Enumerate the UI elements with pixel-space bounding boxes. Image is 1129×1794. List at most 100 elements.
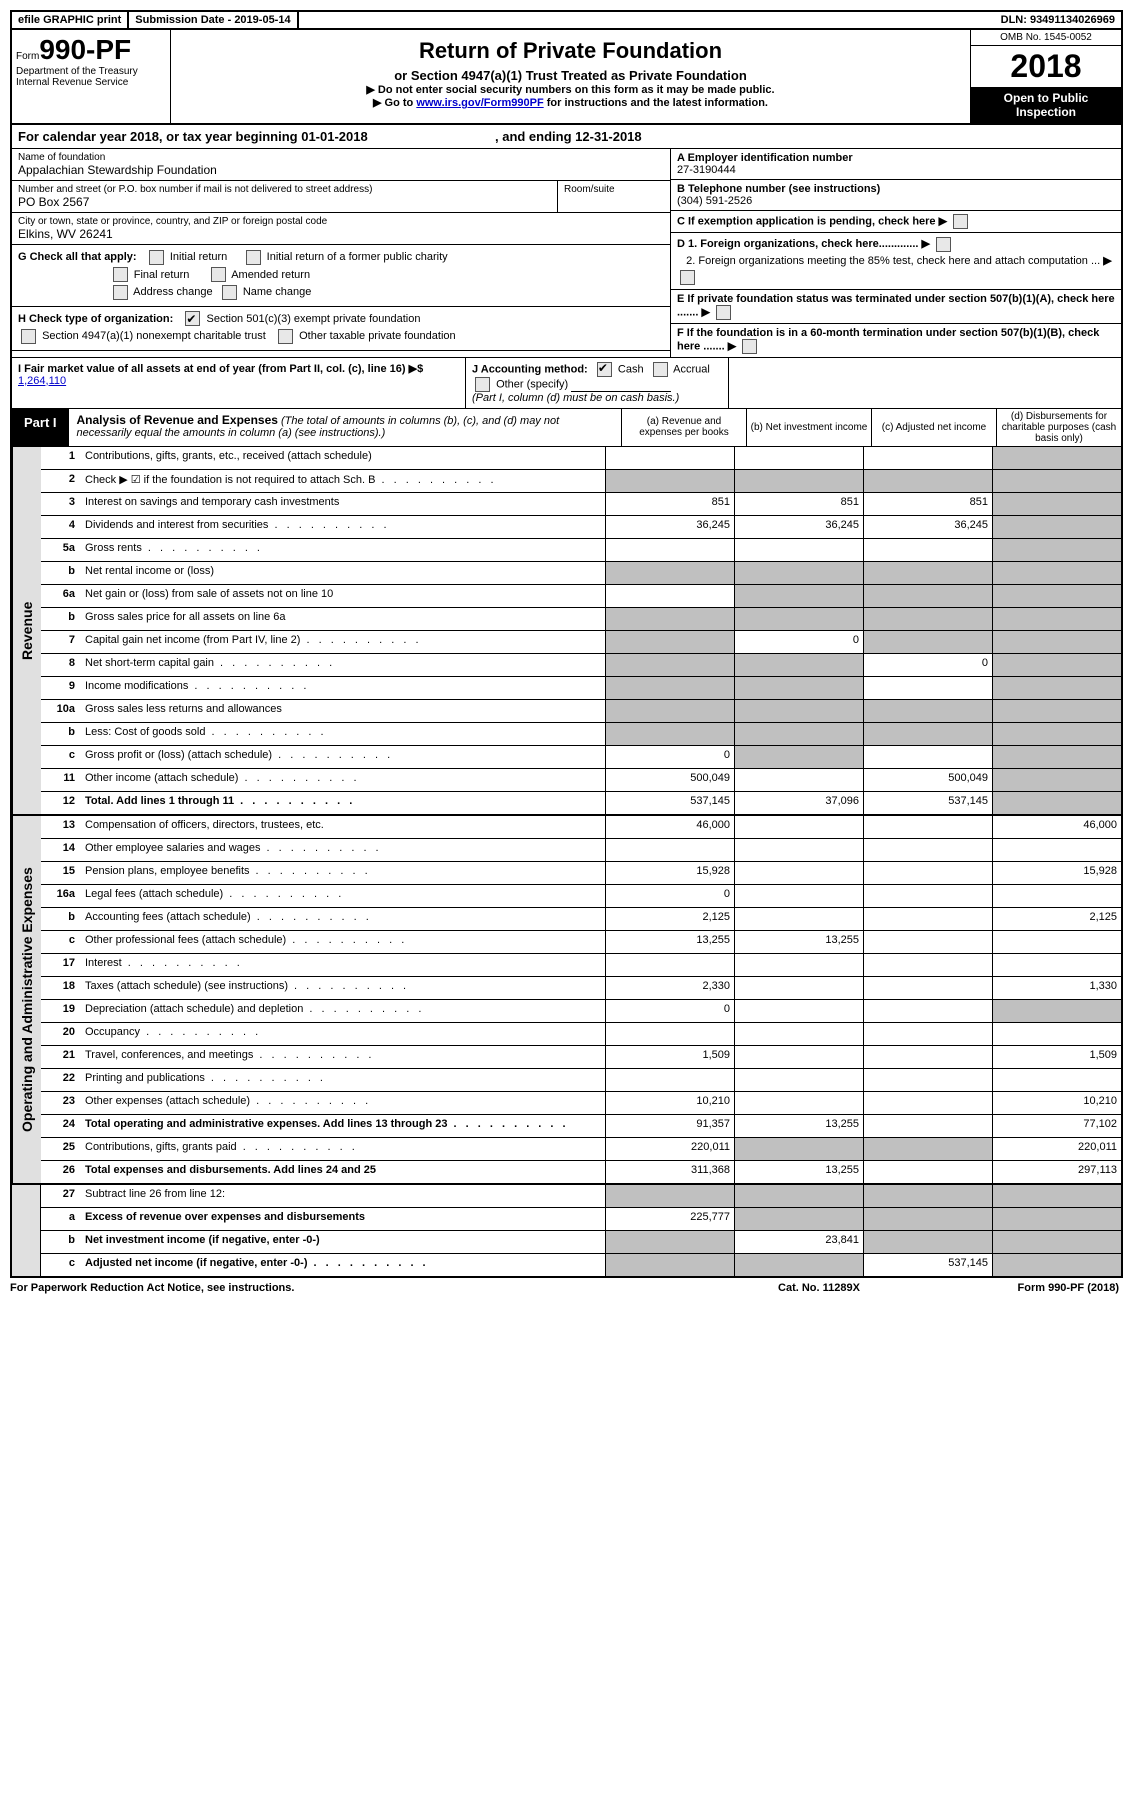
col-c	[863, 1069, 992, 1091]
cb-initial-return[interactable]	[149, 250, 164, 265]
col-c	[863, 1185, 992, 1207]
col-d	[992, 885, 1121, 907]
cb-name-change[interactable]	[222, 285, 237, 300]
col-a	[605, 1023, 734, 1045]
col-d	[992, 516, 1121, 538]
line-27: 27Subtract line 26 from line 12:	[41, 1185, 1121, 1208]
col-d	[992, 1208, 1121, 1230]
line-desc: Subtract line 26 from line 12:	[81, 1185, 605, 1207]
cal-end: , and ending 12-31-2018	[495, 129, 642, 144]
line-no: b	[41, 908, 81, 930]
cb-60month[interactable]	[742, 339, 757, 354]
revenue-rows: 1Contributions, gifts, grants, etc., rec…	[41, 447, 1121, 814]
h-label: H Check type of organization:	[18, 313, 173, 325]
cb-exemption-pending[interactable]	[953, 214, 968, 229]
g-label: G Check all that apply:	[18, 251, 137, 263]
col-d: 1,330	[992, 977, 1121, 999]
line-22: 22Printing and publications	[41, 1069, 1121, 1092]
col-d	[992, 746, 1121, 768]
col-d	[992, 839, 1121, 861]
opex-rows: 13Compensation of officers, directors, t…	[41, 816, 1121, 1183]
goto-link[interactable]: www.irs.gov/Form990PF	[416, 97, 543, 109]
cb-final-return[interactable]	[113, 267, 128, 282]
line-8: 8Net short-term capital gain0	[41, 654, 1121, 677]
line-no: 20	[41, 1023, 81, 1045]
cb-amended[interactable]	[211, 267, 226, 282]
line-desc: Pension plans, employee benefits	[81, 862, 605, 884]
cb-accrual[interactable]	[653, 362, 668, 377]
col-b: 37,096	[734, 792, 863, 814]
efile-print[interactable]: efile GRAPHIC print	[12, 12, 129, 28]
col-b	[734, 447, 863, 469]
entity-info: Name of foundation Appalachian Stewardsh…	[12, 149, 1121, 358]
col-a: 91,357	[605, 1115, 734, 1137]
col-c	[863, 839, 992, 861]
line-desc: Occupancy	[81, 1023, 605, 1045]
col-b	[734, 885, 863, 907]
h-opt3: Other taxable private foundation	[299, 330, 456, 342]
col-c	[863, 816, 992, 838]
header-right: OMB No. 1545-0052 2018 Open to Public In…	[970, 30, 1121, 123]
d2-label: 2. Foreign organizations meeting the 85%…	[686, 255, 1100, 267]
j-accrual: Accrual	[673, 363, 710, 375]
cb-501c3[interactable]	[185, 311, 200, 326]
line-no: c	[41, 746, 81, 768]
cb-85pct[interactable]	[680, 270, 695, 285]
cb-terminated[interactable]	[716, 305, 731, 320]
col-b	[734, 746, 863, 768]
line-no: 8	[41, 654, 81, 676]
line-no: 27	[41, 1185, 81, 1207]
line-no: 5a	[41, 539, 81, 561]
col-c	[863, 885, 992, 907]
col-a	[605, 839, 734, 861]
cb-other-method[interactable]	[475, 377, 490, 392]
line-no: 18	[41, 977, 81, 999]
revenue-section: Revenue 1Contributions, gifts, grants, e…	[12, 447, 1121, 816]
cb-foreign-org[interactable]	[936, 237, 951, 252]
col-b: 36,245	[734, 516, 863, 538]
col-d: 15,928	[992, 862, 1121, 884]
col-c	[863, 539, 992, 561]
name-label: Name of foundation	[18, 152, 664, 163]
line-desc: Gross profit or (loss) (attach schedule)	[81, 746, 605, 768]
d1-label: D 1. Foreign organizations, check here..…	[677, 238, 918, 250]
form-subtitle: or Section 4947(a)(1) Trust Treated as P…	[175, 68, 966, 83]
col-d	[992, 1254, 1121, 1276]
col-c	[863, 677, 992, 699]
col-a	[605, 1069, 734, 1091]
col-a: 311,368	[605, 1161, 734, 1183]
line-6a: 6aNet gain or (loss) from sale of assets…	[41, 585, 1121, 608]
col-a: 36,245	[605, 516, 734, 538]
col-a: 0	[605, 746, 734, 768]
j-other: Other (specify)	[496, 378, 568, 390]
line-desc: Accounting fees (attach schedule)	[81, 908, 605, 930]
line-desc: Check ▶ ☑ if the foundation is not requi…	[81, 470, 605, 492]
section-f-right	[729, 358, 1121, 408]
line-no: 16a	[41, 885, 81, 907]
cb-cash[interactable]	[597, 362, 612, 377]
cb-addr-change[interactable]	[113, 285, 128, 300]
submission-date: Submission Date - 2019-05-14	[129, 12, 298, 28]
cb-other-taxable[interactable]	[278, 329, 293, 344]
col-a: 225,777	[605, 1208, 734, 1230]
col-d	[992, 792, 1121, 814]
omb-number: OMB No. 1545-0052	[971, 30, 1121, 46]
header-left: Form990-PF Department of the Treasury In…	[12, 30, 171, 123]
col-d	[992, 608, 1121, 630]
line-desc: Gross sales less returns and allowances	[81, 700, 605, 722]
line-desc: Contributions, gifts, grants paid	[81, 1138, 605, 1160]
section-i: I Fair market value of all assets at end…	[12, 358, 466, 408]
col-a: 10,210	[605, 1092, 734, 1114]
col-d: 10,210	[992, 1092, 1121, 1114]
cb-initial-former[interactable]	[246, 250, 261, 265]
line-10a: 10aGross sales less returns and allowanc…	[41, 700, 1121, 723]
g-initial-former: Initial return of a former public charit…	[267, 251, 448, 263]
line-desc: Other expenses (attach schedule)	[81, 1092, 605, 1114]
col-c: 537,145	[863, 792, 992, 814]
part1-title: Analysis of Revenue and Expenses (The to…	[69, 409, 621, 446]
line-desc: Taxes (attach schedule) (see instruction…	[81, 977, 605, 999]
line-no: 1	[41, 447, 81, 469]
cb-4947[interactable]	[21, 329, 36, 344]
address: PO Box 2567	[18, 195, 551, 209]
fmv-value[interactable]: 1,264,110	[18, 375, 66, 387]
